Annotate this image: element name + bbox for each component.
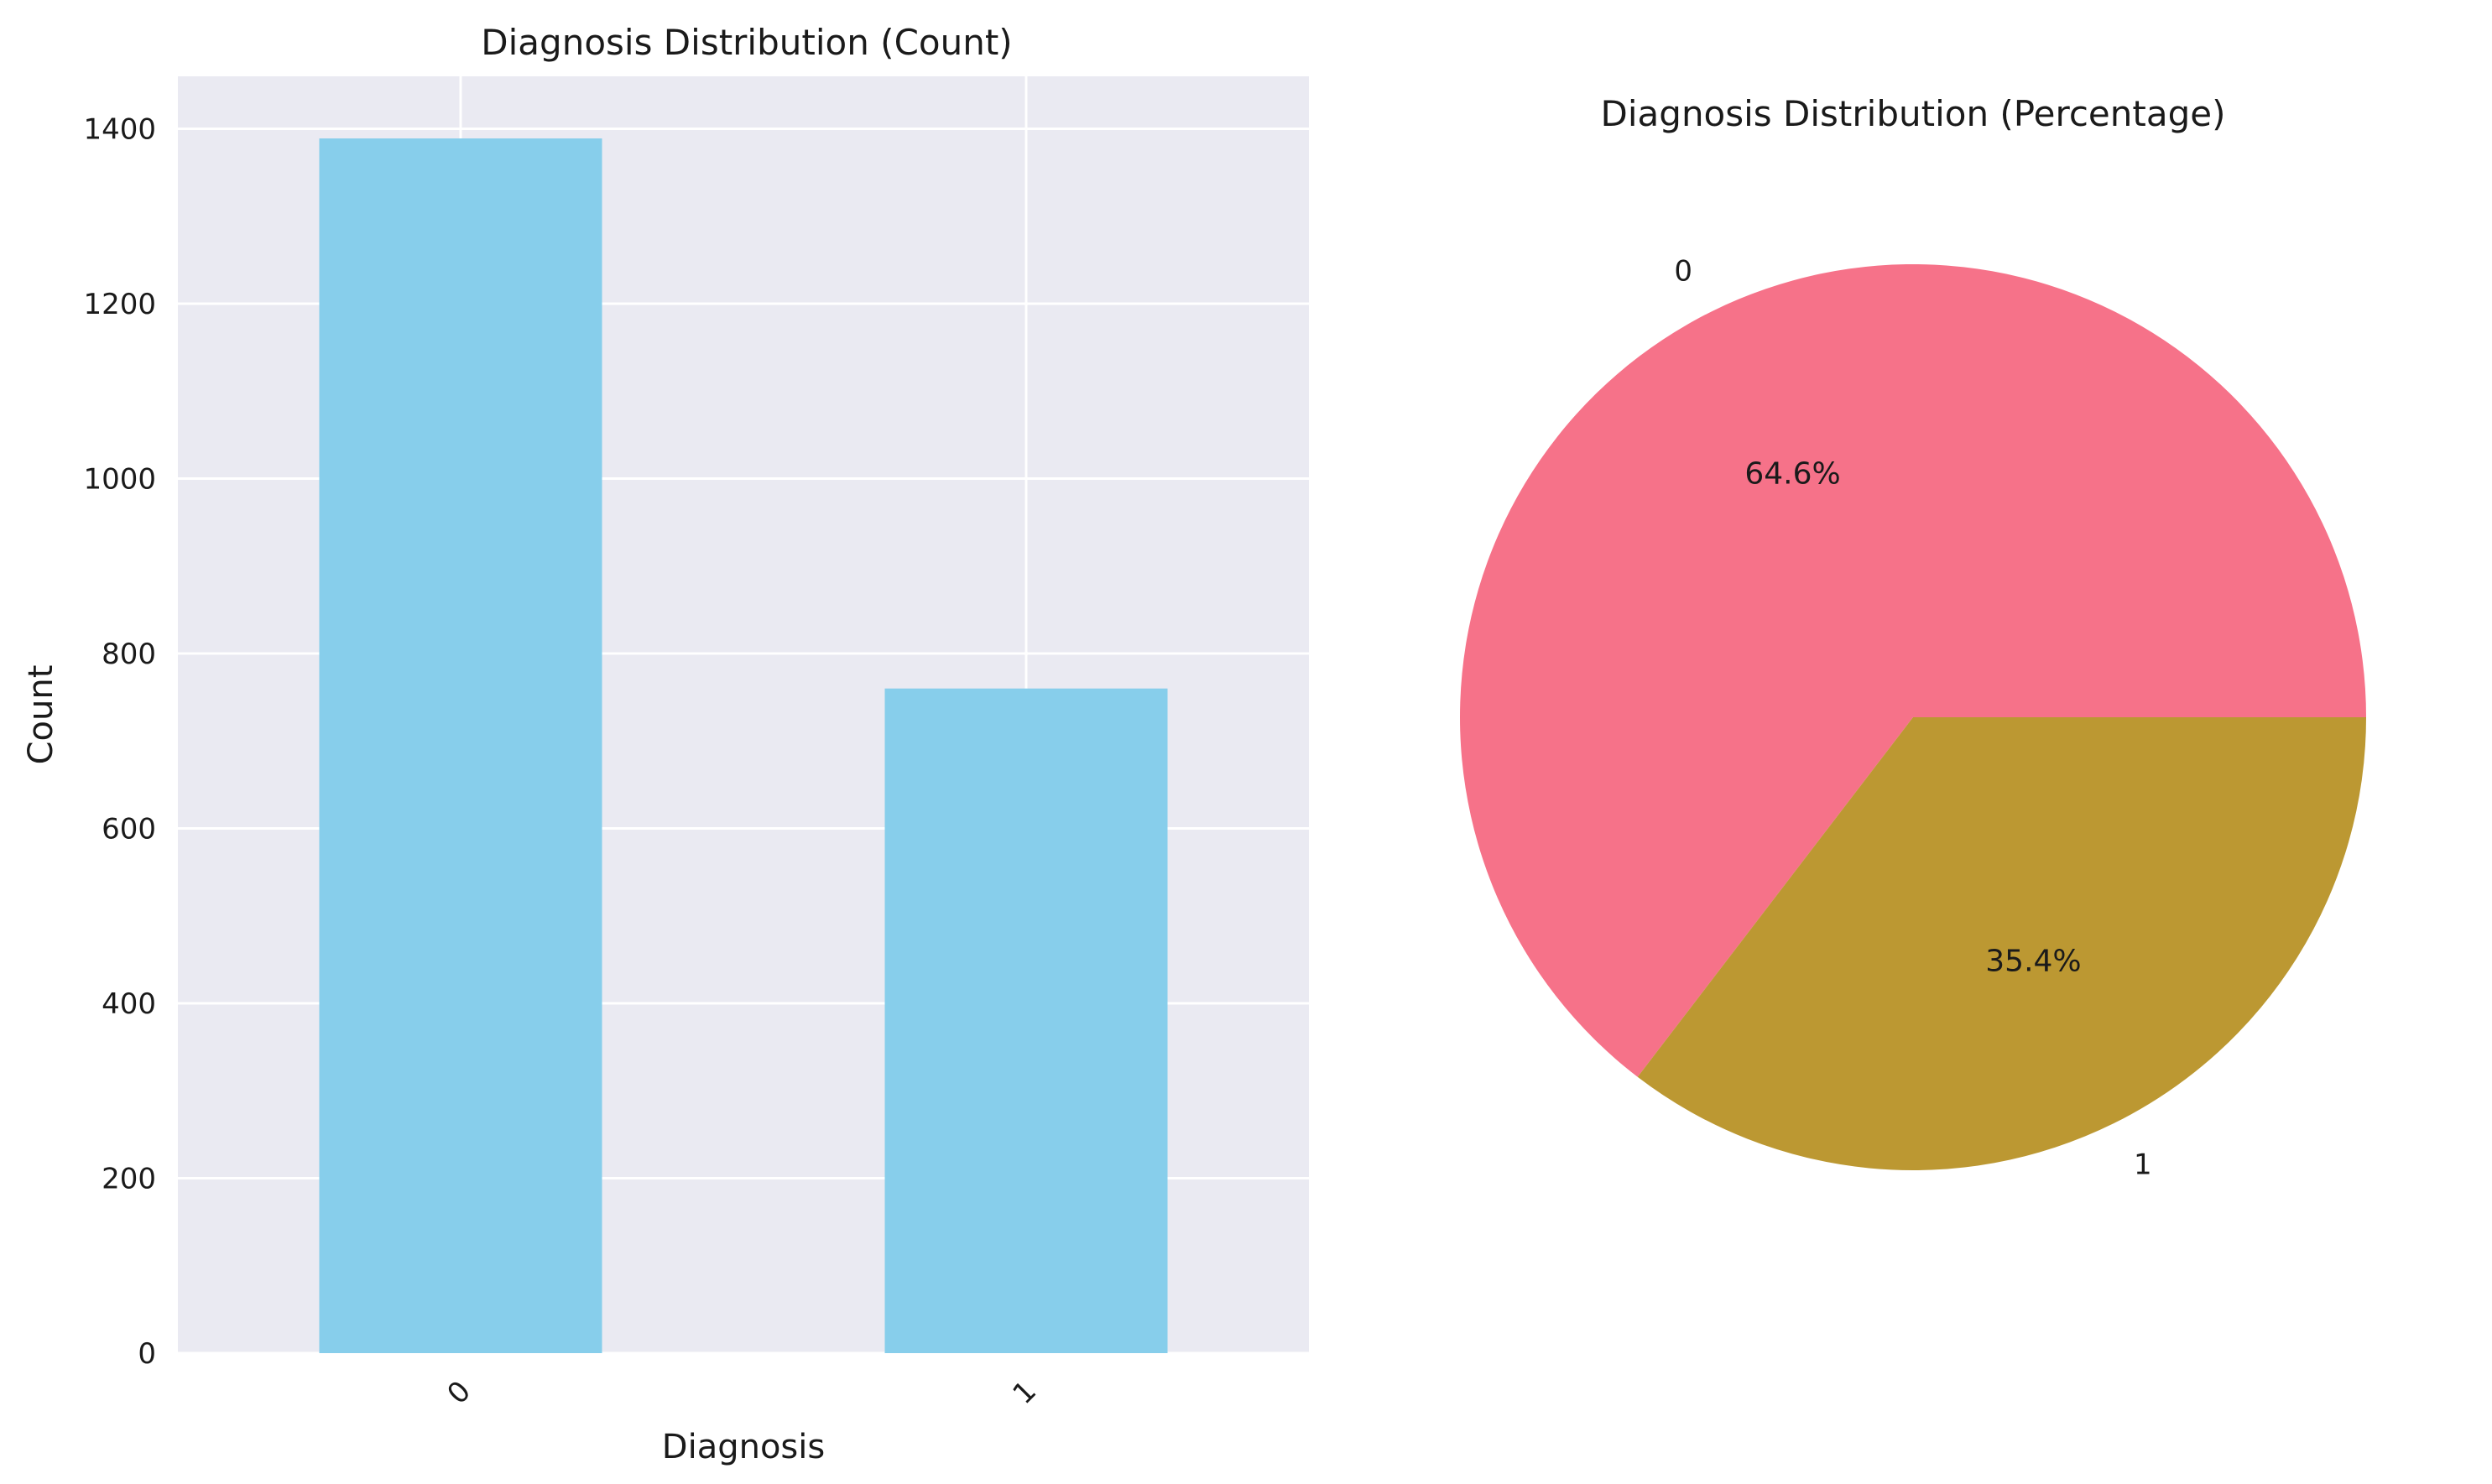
y-tick-label: 1200 [83, 288, 156, 321]
pie-category-label: 1 [2134, 1148, 2152, 1182]
pie-percent-label: 64.6% [1744, 456, 1840, 491]
bar-0 [319, 138, 602, 1353]
x-axis-label: Diagnosis [662, 1428, 825, 1466]
bar-chart-title: Diagnosis Distribution (Count) [481, 22, 1012, 63]
y-tick-label: 1000 [83, 463, 156, 497]
y-tick-label: 0 [138, 1337, 156, 1371]
bar-series [319, 138, 1168, 1353]
x-tick-label: 0 [441, 1374, 477, 1411]
y-tick-label: 1400 [83, 113, 156, 147]
y-tick-label: 800 [102, 638, 156, 671]
pie-category-label: 0 [1674, 254, 1692, 288]
bar-1 [884, 688, 1168, 1353]
pie-slices [1460, 264, 2366, 1170]
pie-slice-0 [1460, 264, 2366, 1077]
y-axis-label: Count [22, 665, 60, 765]
y-tick-label: 200 [102, 1163, 156, 1196]
bar-chart: Diagnosis Distribution (Count) 0 200 400 60… [22, 22, 1309, 1466]
y-tick-label: 400 [102, 987, 156, 1021]
y-tick-label: 600 [102, 813, 156, 846]
pie-chart: Diagnosis Distribution (Percentage) 0 64.… [1460, 93, 2366, 1182]
pie-percent-label: 35.4% [1985, 945, 2081, 979]
pie-chart-title: Diagnosis Distribution (Percentage) [1601, 93, 2226, 134]
y-tick-labels: 0 200 400 600 800 1000 1200 1400 [83, 113, 156, 1371]
pie-slice-1 [1637, 717, 2366, 1170]
x-tick-label: 1 [1006, 1374, 1043, 1411]
pie-labels: 0 64.6% 1 35.4% [1674, 254, 2151, 1181]
